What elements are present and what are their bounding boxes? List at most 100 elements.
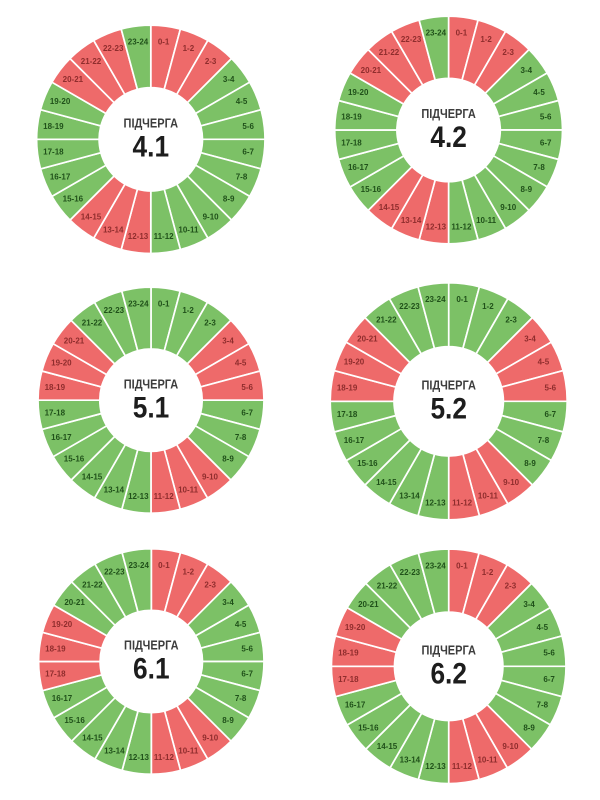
svg-text:7-8: 7-8 <box>533 163 545 172</box>
svg-text:6-7: 6-7 <box>543 675 555 684</box>
svg-text:0-1: 0-1 <box>158 37 170 46</box>
svg-text:4-5: 4-5 <box>537 623 549 632</box>
svg-text:23-24: 23-24 <box>128 561 149 570</box>
svg-text:11-12: 11-12 <box>452 762 473 771</box>
svg-text:0-1: 0-1 <box>158 300 170 309</box>
svg-text:14-15: 14-15 <box>379 203 400 212</box>
svg-text:17-18: 17-18 <box>45 670 66 679</box>
svg-text:3-4: 3-4 <box>521 66 533 75</box>
svg-text:3-4: 3-4 <box>524 334 536 343</box>
svg-text:10-11: 10-11 <box>178 746 199 755</box>
svg-text:13-14: 13-14 <box>104 485 125 494</box>
svg-text:21-22: 21-22 <box>82 580 103 589</box>
svg-text:8-9: 8-9 <box>223 195 235 204</box>
svg-text:5-6: 5-6 <box>543 649 555 658</box>
svg-text:9-10: 9-10 <box>503 478 520 487</box>
svg-text:4-5: 4-5 <box>236 97 248 106</box>
svg-text:0-1: 0-1 <box>456 561 468 570</box>
svg-text:9-10: 9-10 <box>202 734 219 743</box>
svg-text:19-20: 19-20 <box>52 620 73 629</box>
svg-text:22-23: 22-23 <box>103 44 124 53</box>
svg-text:4.2: 4.2 <box>430 121 467 154</box>
svg-text:7-8: 7-8 <box>235 694 247 703</box>
svg-text:9-10: 9-10 <box>203 213 220 222</box>
svg-text:12-13: 12-13 <box>128 232 149 241</box>
svg-text:15-16: 15-16 <box>361 185 382 194</box>
svg-text:12-13: 12-13 <box>128 753 149 762</box>
svg-text:22-23: 22-23 <box>399 302 420 311</box>
svg-text:21-22: 21-22 <box>377 581 398 590</box>
svg-text:14-15: 14-15 <box>82 473 103 482</box>
svg-text:8-9: 8-9 <box>222 455 234 464</box>
svg-text:13-14: 13-14 <box>399 492 420 501</box>
svg-text:16-17: 16-17 <box>345 701 366 710</box>
svg-text:9-10: 9-10 <box>202 473 219 482</box>
svg-text:4-5: 4-5 <box>235 620 247 629</box>
svg-text:6-7: 6-7 <box>241 670 253 679</box>
svg-text:11-12: 11-12 <box>154 753 175 762</box>
svg-text:16-17: 16-17 <box>344 436 365 445</box>
svg-text:13-14: 13-14 <box>104 746 125 755</box>
svg-text:5-6: 5-6 <box>545 383 557 392</box>
svg-text:12-13: 12-13 <box>426 223 447 232</box>
svg-text:21-22: 21-22 <box>81 57 102 66</box>
svg-text:7-8: 7-8 <box>235 433 247 442</box>
svg-text:ПІДЧЕРГА: ПІДЧЕРГА <box>421 107 476 121</box>
svg-text:23-24: 23-24 <box>425 561 446 570</box>
svg-text:21-22: 21-22 <box>82 319 103 328</box>
svg-text:10-11: 10-11 <box>476 216 497 225</box>
svg-text:13-14: 13-14 <box>103 226 124 235</box>
svg-text:ПІДЧЕРГА: ПІДЧЕРГА <box>421 644 476 658</box>
svg-text:1-2: 1-2 <box>480 35 492 44</box>
svg-text:12-13: 12-13 <box>425 762 446 771</box>
svg-text:18-19: 18-19 <box>341 113 362 122</box>
svg-text:9-10: 9-10 <box>500 203 517 212</box>
svg-text:12-13: 12-13 <box>128 492 149 501</box>
svg-text:18-19: 18-19 <box>45 644 66 653</box>
svg-text:16-17: 16-17 <box>51 433 72 442</box>
svg-text:4-5: 4-5 <box>533 88 545 97</box>
svg-text:10-11: 10-11 <box>478 492 499 501</box>
svg-text:3-4: 3-4 <box>222 337 234 346</box>
svg-text:21-22: 21-22 <box>379 48 400 57</box>
svg-text:20-21: 20-21 <box>63 75 84 84</box>
svg-text:20-21: 20-21 <box>357 334 378 343</box>
svg-text:5.1: 5.1 <box>133 391 170 424</box>
svg-text:15-16: 15-16 <box>64 716 85 725</box>
svg-text:20-21: 20-21 <box>64 337 85 346</box>
svg-text:8-9: 8-9 <box>222 716 234 725</box>
svg-text:14-15: 14-15 <box>377 742 398 751</box>
svg-text:1-2: 1-2 <box>183 44 195 53</box>
svg-text:18-19: 18-19 <box>338 649 359 658</box>
svg-text:13-14: 13-14 <box>400 755 421 764</box>
svg-text:3-4: 3-4 <box>222 598 234 607</box>
svg-text:16-17: 16-17 <box>52 694 73 703</box>
svg-text:4.1: 4.1 <box>133 131 170 164</box>
svg-text:11-12: 11-12 <box>154 232 175 241</box>
svg-text:6-7: 6-7 <box>540 138 552 147</box>
svg-text:23-24: 23-24 <box>425 295 446 304</box>
svg-text:9-10: 9-10 <box>502 742 519 751</box>
svg-text:0-1: 0-1 <box>456 28 468 37</box>
svg-text:23-24: 23-24 <box>426 28 447 37</box>
svg-text:20-21: 20-21 <box>361 66 382 75</box>
svg-text:10-11: 10-11 <box>178 485 199 494</box>
svg-text:14-15: 14-15 <box>81 213 102 222</box>
svg-text:13-14: 13-14 <box>401 216 422 225</box>
svg-text:2-3: 2-3 <box>502 48 514 57</box>
svg-text:11-12: 11-12 <box>452 498 473 507</box>
svg-text:5-6: 5-6 <box>241 644 253 653</box>
svg-text:15-16: 15-16 <box>358 724 379 733</box>
svg-text:2-3: 2-3 <box>204 319 216 328</box>
svg-text:14-15: 14-15 <box>82 734 103 743</box>
svg-text:20-21: 20-21 <box>64 598 85 607</box>
svg-text:7-8: 7-8 <box>236 172 248 181</box>
svg-text:5-6: 5-6 <box>540 113 552 122</box>
svg-text:17-18: 17-18 <box>43 148 64 157</box>
svg-text:22-23: 22-23 <box>104 568 125 577</box>
svg-text:20-21: 20-21 <box>358 600 379 609</box>
svg-text:19-20: 19-20 <box>348 88 369 97</box>
svg-text:ПІДЧЕРГА: ПІДЧЕРГА <box>124 117 179 131</box>
svg-text:8-9: 8-9 <box>524 459 536 468</box>
svg-text:15-16: 15-16 <box>357 459 378 468</box>
